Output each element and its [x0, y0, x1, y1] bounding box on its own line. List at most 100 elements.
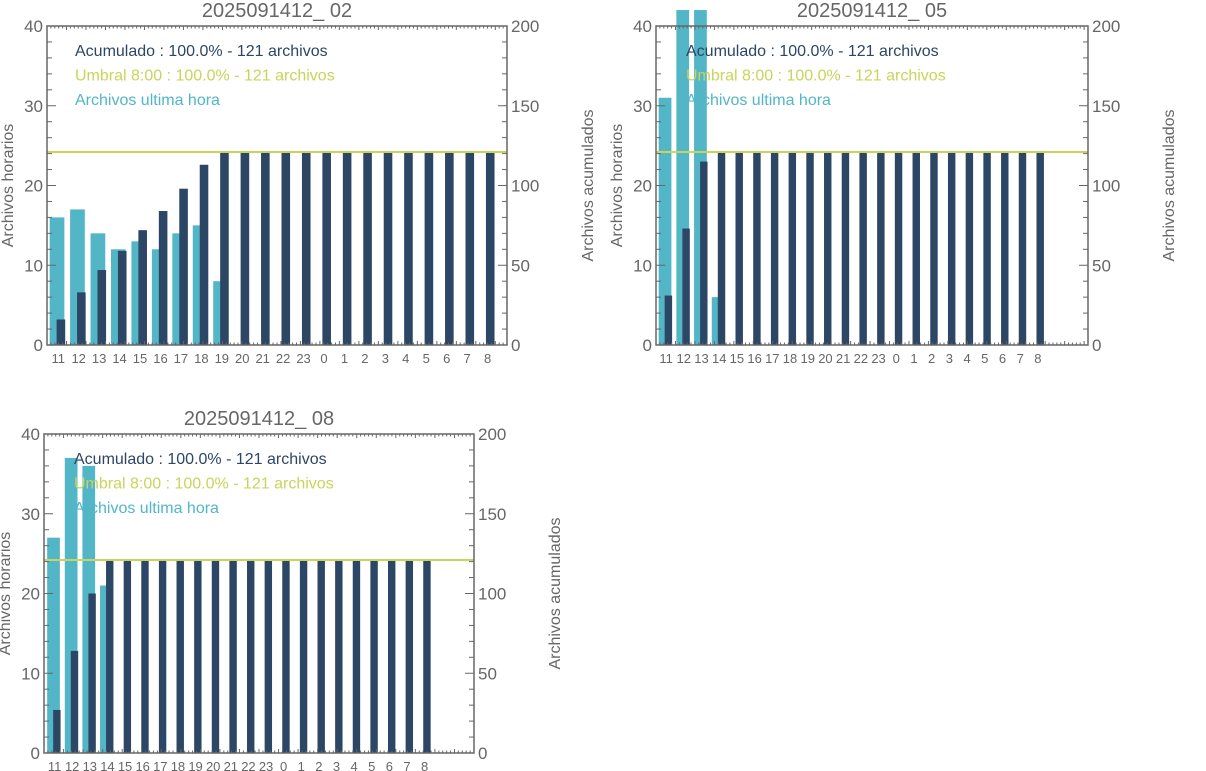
- cumulative-bar: [788, 152, 797, 345]
- cumulative-bar: [735, 152, 743, 345]
- x-tick-label: 16: [135, 759, 149, 771]
- x-tick-label: 4: [351, 759, 358, 771]
- cumulative-bar: [877, 152, 885, 345]
- cumulative-bar: [106, 560, 114, 753]
- cumulative-bar: [335, 560, 343, 753]
- x-tick-label: 13: [92, 351, 106, 366]
- x-tick-label: 5: [368, 759, 375, 771]
- y2-tick-label: 100: [511, 177, 539, 196]
- x-tick-label: 2: [361, 351, 368, 366]
- x-tick-label: 0: [320, 351, 327, 366]
- cumulative-bar: [423, 560, 431, 753]
- cumulative-bar: [424, 152, 434, 345]
- cumulative-bar: [282, 560, 290, 753]
- y2-axis-title: Archivos acumulados: [580, 109, 597, 261]
- x-tick-label: 17: [174, 351, 188, 366]
- cumulative-bar: [53, 709, 61, 753]
- x-tick-label: 18: [194, 351, 208, 366]
- x-tick-label: 14: [112, 351, 126, 366]
- y-tick-label: 0: [31, 744, 40, 763]
- cumulative-bar: [261, 152, 270, 345]
- cumulative-bar: [370, 560, 378, 753]
- x-tick-label: 17: [153, 759, 167, 771]
- legend-hourly: Archivos ultima hora: [74, 500, 219, 517]
- cumulative-bar: [317, 560, 325, 753]
- x-tick-label: 15: [133, 351, 147, 366]
- x-tick-label: 13: [694, 351, 708, 366]
- x-tick-label: 4: [963, 351, 970, 366]
- cumulative-bar: [199, 164, 209, 345]
- legend-threshold: Umbral 8:00 : 100.0% - 121 archivos: [75, 68, 335, 85]
- cumulative-bar: [158, 211, 168, 345]
- cumulative-bar: [753, 152, 761, 345]
- cumulative-bar: [465, 152, 475, 345]
- x-tick-label: 16: [747, 351, 761, 366]
- x-tick-label: 12: [677, 351, 691, 366]
- hourly-bar: [658, 97, 672, 346]
- cumulative-bar: [1036, 152, 1044, 345]
- y2-tick-label: 0: [511, 336, 520, 355]
- x-tick-label: 16: [153, 351, 167, 366]
- y2-tick-label: 150: [511, 97, 539, 116]
- cumulative-bar: [138, 230, 147, 345]
- y-tick-label: 0: [34, 336, 43, 355]
- x-tick-label: 2: [315, 759, 322, 771]
- cumulative-bar: [930, 152, 938, 345]
- cumulative-bar: [682, 228, 690, 345]
- y2-tick-label: 150: [478, 505, 506, 524]
- chart-title: 2025091412_ 02: [202, 0, 352, 22]
- hourly-bar: [47, 537, 60, 753]
- cumulative-bar: [342, 152, 352, 345]
- y-axis-title: Archivos horarios: [0, 532, 14, 656]
- y2-axis-title: Archivos acumulados: [1161, 109, 1178, 261]
- x-tick-label: 0: [280, 759, 287, 771]
- cumulative-bar: [841, 152, 850, 345]
- x-tick-label: 11: [48, 759, 62, 771]
- y-tick-label: 40: [24, 17, 43, 36]
- y-tick-label: 30: [21, 505, 40, 524]
- legend-cumulative: Acumulado : 100.0% - 121 archivos: [75, 43, 328, 60]
- chart-title: 2025091412_ 08: [184, 408, 334, 430]
- cumulative-bar: [117, 250, 127, 345]
- cumulative-bar: [77, 292, 86, 345]
- x-tick-label: 8: [1034, 351, 1041, 366]
- cumulative-bar: [717, 152, 726, 345]
- x-tick-label: 21: [224, 759, 238, 771]
- cumulative-bar: [485, 152, 495, 345]
- x-tick-label: 20: [206, 759, 220, 771]
- x-tick-label: 23: [871, 351, 885, 366]
- legend-threshold: Umbral 8:00 : 100.0% - 121 archivos: [686, 68, 946, 85]
- y2-tick-label: 50: [1092, 256, 1111, 275]
- cumulative-bar: [824, 152, 832, 345]
- y-tick-label: 20: [633, 177, 652, 196]
- y-tick-label: 20: [24, 177, 43, 196]
- x-tick-label: 11: [659, 351, 673, 366]
- cumulative-bar: [240, 152, 250, 345]
- x-tick-label: 3: [946, 351, 953, 366]
- y-axis-title: Archivos horarios: [0, 124, 17, 248]
- cumulative-bar: [264, 560, 273, 753]
- x-tick-label: 7: [464, 351, 471, 366]
- cumulative-bar: [806, 152, 814, 345]
- cumulative-bar: [229, 560, 237, 753]
- cumulative-bar: [179, 188, 188, 345]
- x-tick-label: 13: [83, 759, 97, 771]
- y-tick-label: 10: [24, 256, 43, 275]
- cumulative-bar: [322, 152, 331, 345]
- x-tick-label: 14: [712, 351, 726, 366]
- x-tick-label: 6: [443, 351, 450, 366]
- x-tick-label: 3: [333, 759, 340, 771]
- cumulative-bar: [664, 295, 673, 345]
- legend-hourly: Archivos ultima hora: [686, 92, 831, 109]
- y-tick-label: 30: [24, 97, 43, 116]
- y-tick-label: 20: [21, 585, 40, 604]
- cumulative-bar: [912, 152, 920, 345]
- x-tick-label: 15: [730, 351, 744, 366]
- cumulative-bar: [405, 560, 414, 753]
- cumulative-bar: [158, 560, 167, 753]
- legend-threshold: Umbral 8:00 : 100.0% - 121 archivos: [74, 476, 334, 493]
- x-tick-label: 20: [818, 351, 832, 366]
- x-tick-label: 21: [836, 351, 850, 366]
- x-tick-label: 5: [981, 351, 988, 366]
- cumulative-bar: [123, 560, 132, 753]
